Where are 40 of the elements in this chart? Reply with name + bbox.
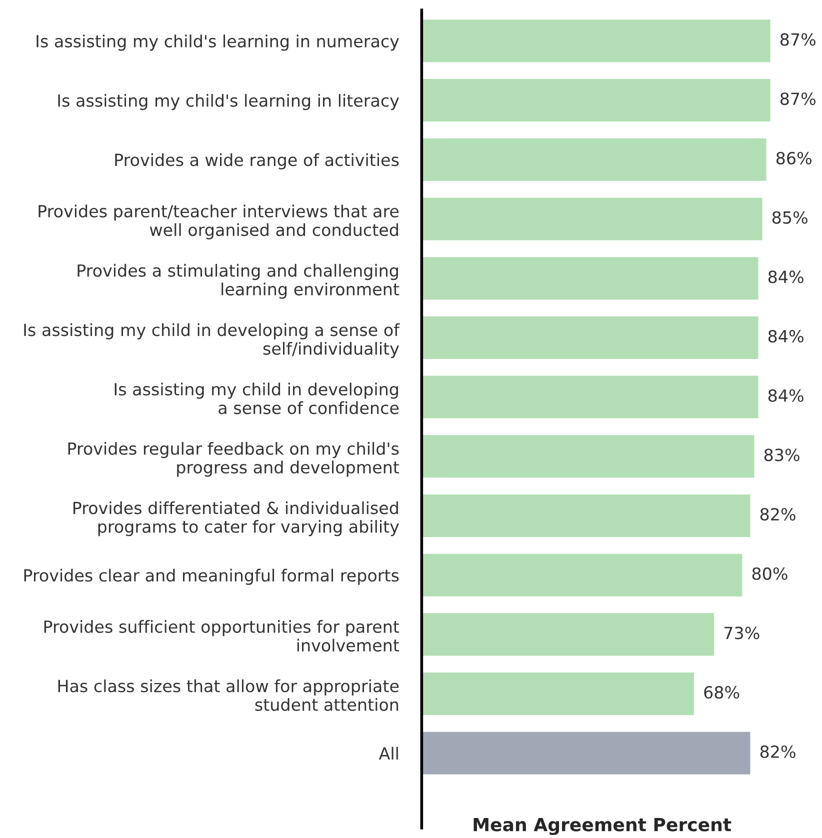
data-label: 73% (724, 626, 760, 640)
bar (422, 671, 696, 716)
data-label: 86% (776, 152, 812, 164)
bar (422, 730, 752, 776)
x-axis-title: Mean Agreement Percent (474, 818, 732, 836)
y-tick-label: Is assisting my child's learning in literacy (58, 94, 399, 110)
data-label: 83% (764, 448, 800, 462)
y-tick-label: Provides clear and meaningful formal reports (24, 568, 399, 585)
y-tick-label: Provides regular feedback on my child's progress and development (68, 442, 400, 477)
y-tick-label: Is assisting my child's learning in numeracy (36, 34, 399, 51)
data-label: 84% (768, 270, 804, 284)
y-tick-label: Provides parent/teacher interviews that are well organised and conducted (38, 204, 399, 240)
y-tick-label: Is assisting my child in developing a sense of self/individuality (24, 323, 400, 358)
bar (422, 374, 760, 420)
bar (422, 78, 772, 123)
y-tick-label: Has class sizes that allow for appropriate student attention (58, 679, 399, 711)
bar (422, 315, 760, 360)
data-label: 87% (780, 92, 816, 106)
bar (422, 136, 768, 182)
data-label: 85% (772, 211, 808, 224)
data-label: 80% (752, 567, 788, 580)
y-tick-label: Provides differentiated & individualised programs to cater for varying ability (73, 501, 399, 536)
bar (422, 493, 752, 538)
bar (422, 612, 716, 658)
bar (422, 18, 772, 64)
data-label: 82% (760, 745, 796, 758)
y-tick-label: Is assisting my child in developing a sense of confidence (114, 382, 399, 414)
bar (422, 256, 760, 301)
y-tick-label: Provides a wide range of activities (115, 153, 399, 170)
bar (422, 434, 756, 480)
bar (422, 196, 764, 242)
data-label: 82% (760, 508, 796, 521)
y-tick-label: Provides a stimulating and challenging learning environment (78, 264, 400, 299)
data-label: 87% (780, 33, 816, 46)
bar (422, 552, 744, 598)
data-label: 84% (768, 389, 804, 402)
data-label: 68% (704, 686, 740, 699)
data-label: 84% (768, 330, 804, 343)
y-tick-label: Provides sufficient opportunities for parent involvement (44, 620, 400, 652)
y-tick-label: All (378, 746, 398, 760)
